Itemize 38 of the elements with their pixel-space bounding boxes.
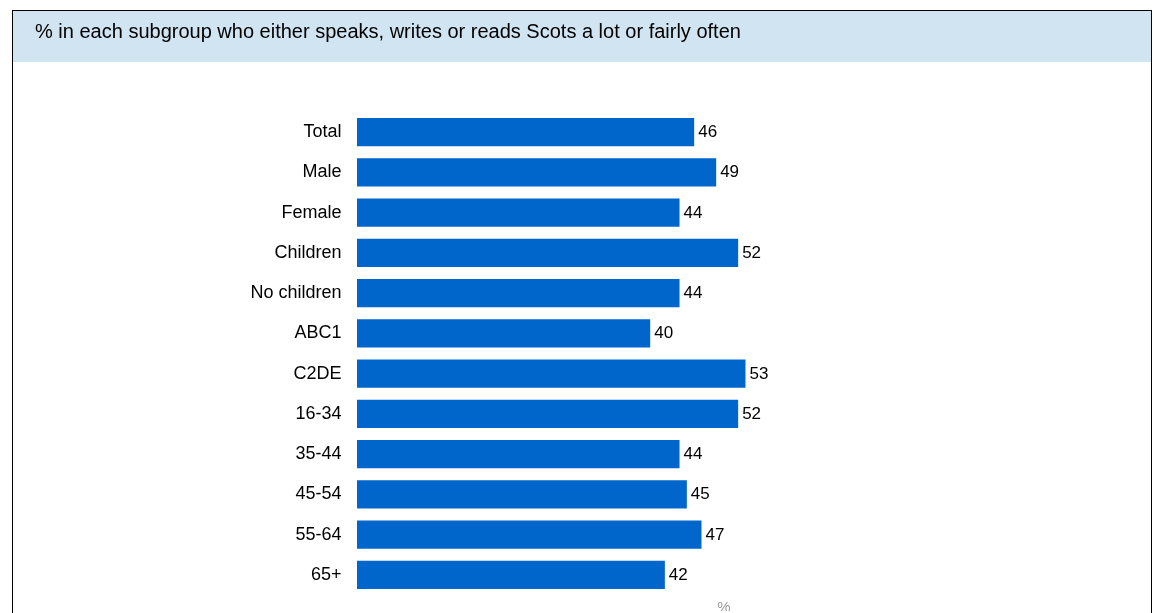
- data-label: 44: [683, 283, 703, 303]
- bar: [357, 480, 687, 509]
- bar: [357, 520, 702, 549]
- y-tick-label: 35-44: [295, 443, 342, 464]
- y-tick-label: Total: [303, 121, 342, 142]
- data-label: 45: [690, 484, 710, 504]
- bar: [357, 319, 651, 348]
- bar: [357, 359, 746, 388]
- data-label: 44: [683, 202, 703, 222]
- data-label: 40: [654, 323, 674, 343]
- y-tick-label: 45-54: [295, 483, 342, 504]
- data-label: 46: [698, 122, 718, 142]
- bar: [357, 440, 680, 469]
- data-label: 42: [668, 564, 688, 584]
- y-tick-label: Children: [274, 241, 342, 262]
- chart-title: % in each subgroup who either speaks, writes or reads Scots a lot or fairly often: [13, 11, 1151, 62]
- bar: [357, 158, 717, 187]
- data-label: 44: [683, 444, 703, 464]
- y-tick-label: 55-64: [295, 523, 342, 544]
- y-tick-label: No children: [250, 282, 342, 303]
- bar: [357, 399, 739, 428]
- y-tick-label: Male: [302, 161, 342, 182]
- bar: [357, 238, 739, 267]
- data-label: 49: [720, 162, 740, 182]
- data-label: 47: [705, 524, 725, 544]
- y-tick-label: C2DE: [293, 362, 342, 383]
- y-tick-label: 16-34: [295, 402, 342, 423]
- data-label: 53: [749, 363, 769, 383]
- bar: [357, 198, 680, 227]
- y-tick-label: ABC1: [294, 322, 342, 343]
- y-tick-label: Female: [281, 201, 342, 222]
- data-label: 52: [742, 242, 762, 262]
- bar: [357, 118, 695, 147]
- bar: [357, 279, 680, 308]
- data-label: 52: [742, 403, 762, 423]
- x-axis-title: %: [717, 597, 731, 613]
- y-tick-label: 65+: [310, 563, 342, 584]
- bar: [357, 560, 665, 589]
